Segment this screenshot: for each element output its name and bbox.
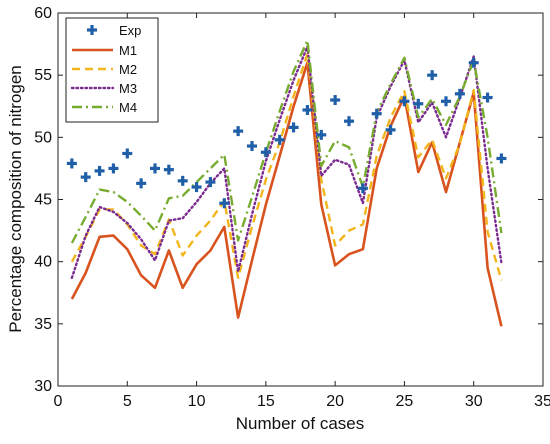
x-tick-label: 5 — [123, 393, 132, 410]
data-point-exp — [122, 148, 133, 159]
x-tick-label: 20 — [326, 393, 344, 410]
legend-label-exp: Exp — [119, 23, 141, 38]
data-point-exp — [274, 134, 285, 145]
data-point-exp — [136, 178, 147, 189]
legend: Exp M1 M2 M3 M4 — [65, 17, 159, 123]
x-tick-label: 0 — [54, 393, 63, 410]
data-point-exp — [385, 124, 396, 135]
legend-label-m1: M1 — [119, 43, 137, 58]
data-point-exp — [468, 57, 479, 68]
data-point-exp — [177, 175, 188, 186]
data-point-exp — [247, 141, 257, 152]
y-tick-label: 50 — [34, 129, 52, 146]
x-tick-label: 30 — [465, 393, 483, 410]
x-tick-label: 10 — [188, 393, 206, 410]
legend-item-exp: Exp — [87, 23, 141, 38]
data-point-exp — [413, 98, 424, 109]
x-tick-label: 25 — [396, 393, 414, 410]
y-axis-ticks: 30 35 40 45 50 55 60 — [34, 5, 543, 395]
x-tick-label: 35 — [534, 393, 550, 410]
y-tick-label: 35 — [34, 316, 52, 333]
legend-item-m2: M2 — [72, 62, 137, 77]
series-layer — [66, 39, 507, 327]
legend-label-m2: M2 — [119, 62, 137, 77]
data-point-exp — [330, 95, 341, 106]
series-exp-points — [66, 57, 507, 209]
data-point-exp — [66, 158, 77, 169]
x-axis-ticks: 0 5 10 15 20 25 30 35 — [54, 13, 550, 410]
legend-item-m1: M1 — [72, 43, 137, 58]
data-point-exp — [219, 198, 230, 209]
data-point-exp — [371, 108, 382, 119]
data-point-exp — [482, 92, 493, 103]
y-tick-label: 45 — [34, 192, 52, 209]
y-tick-label: 30 — [34, 378, 52, 395]
data-point-exp — [454, 88, 465, 99]
legend-label-m3: M3 — [119, 81, 137, 96]
data-point-exp — [344, 116, 354, 127]
y-tick-label: 60 — [34, 5, 52, 22]
data-point-exp — [205, 177, 216, 188]
data-point-exp — [496, 153, 507, 164]
legend-marker-exp — [87, 25, 97, 35]
y-tick-label: 55 — [34, 67, 52, 84]
y-axis-label: Percentage composition of nitrogen — [6, 65, 25, 332]
series-m4-line — [70, 39, 503, 244]
x-axis-label: Number of cases — [236, 414, 365, 433]
data-point-exp — [150, 163, 160, 174]
x-tick-label: 15 — [257, 393, 275, 410]
data-point-exp — [163, 164, 174, 175]
data-point-exp — [108, 163, 119, 174]
data-point-exp — [191, 182, 202, 193]
data-point-exp — [399, 96, 410, 107]
legend-item-m4: M4 — [72, 100, 137, 115]
data-point-exp — [260, 147, 271, 158]
data-point-exp — [427, 70, 438, 81]
series-m2-line — [70, 52, 503, 281]
legend-label-m4: M4 — [119, 100, 137, 115]
data-point-exp — [302, 104, 313, 115]
series-m3-line — [70, 45, 503, 279]
data-point-exp — [441, 96, 451, 107]
data-point-exp — [357, 183, 368, 194]
data-point-exp — [288, 122, 299, 133]
series-m1-line — [70, 61, 503, 327]
y-tick-label: 40 — [34, 254, 52, 271]
data-point-exp — [316, 129, 327, 140]
legend-item-m3: M3 — [70, 81, 137, 96]
data-point-exp — [233, 126, 244, 137]
data-point-exp — [80, 172, 91, 183]
data-point-exp — [94, 165, 105, 176]
